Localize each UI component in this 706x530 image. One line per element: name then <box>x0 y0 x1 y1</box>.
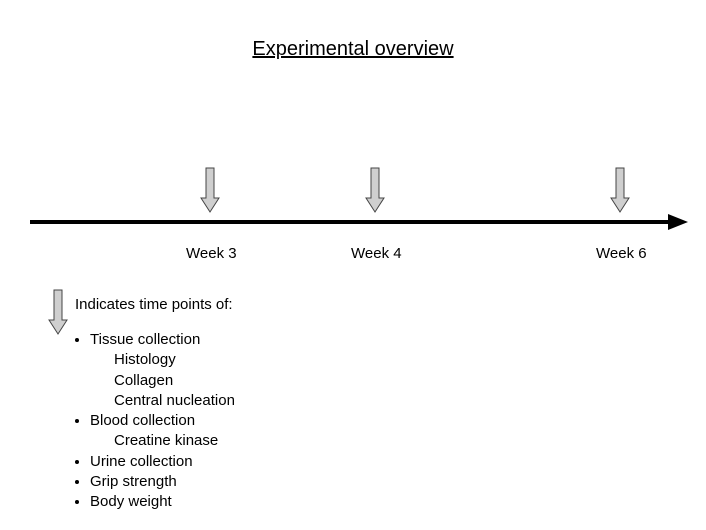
timepoint-label: Week 3 <box>186 245 237 262</box>
bullet-sub-item: Histology <box>90 350 235 370</box>
bullet-item: Tissue collection HistologyCollagenCentra… <box>90 330 235 411</box>
bullet-item: Urine collection <box>90 452 235 472</box>
bullet-label: Grip strength <box>90 473 177 490</box>
bullet-item: Grip strength <box>90 472 235 492</box>
bullet-item: Body weight <box>90 492 235 512</box>
legend-text: Indicates time points of: <box>75 296 233 313</box>
bullet-sub-item: Creatine kinase <box>90 431 235 451</box>
timepoint-arrow-icon <box>366 168 384 212</box>
timepoint-label: Week 4 <box>351 245 402 262</box>
bullet-label: Tissue collection <box>90 331 200 348</box>
timepoint-label: Week 6 <box>596 245 647 262</box>
bullet-sub-item: Central nucleation <box>90 391 235 411</box>
bullet-item: Blood collection Creatine kinase <box>90 411 235 452</box>
bullet-list: Tissue collection HistologyCollagenCentra… <box>70 330 235 512</box>
timeline-arrowhead <box>668 214 688 230</box>
bullet-label: Urine collection <box>90 453 193 470</box>
timepoint-arrow-icon <box>201 168 219 212</box>
bullet-label: Blood collection <box>90 412 195 429</box>
bullet-sub-item: Collagen <box>90 371 235 391</box>
legend-arrow-icon <box>49 290 67 334</box>
bullet-label: Body weight <box>90 493 172 510</box>
timepoint-arrow-icon <box>611 168 629 212</box>
